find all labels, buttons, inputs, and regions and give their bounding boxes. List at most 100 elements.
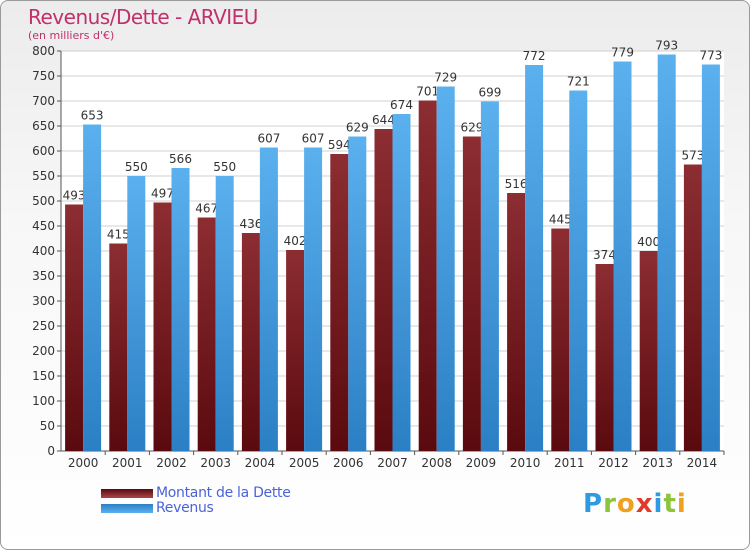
chart-subtitle: (en milliers d'€)	[28, 29, 115, 42]
y-tick-label: 50	[40, 419, 55, 433]
data-label-dette: 701	[416, 85, 439, 99]
bar-dette	[109, 243, 128, 451]
bar-dette	[551, 228, 570, 451]
x-tick-label: 2007	[377, 456, 408, 470]
y-tick-label: 450	[32, 219, 55, 233]
bar-revenus	[171, 168, 190, 451]
data-label-dette: 497	[151, 187, 174, 201]
y-tick-label: 650	[32, 119, 55, 133]
logo-letter: r	[603, 489, 617, 519]
y-tick-label: 550	[32, 169, 55, 183]
y-tick-label: 300	[32, 294, 55, 308]
bar-dette	[65, 204, 84, 451]
bar-revenus	[304, 147, 323, 451]
y-tick-label: 250	[32, 319, 55, 333]
bar-dette	[418, 100, 437, 451]
y-tick-label: 150	[32, 369, 55, 383]
data-label-dette: 644	[372, 113, 395, 127]
bar-dette	[197, 217, 216, 451]
data-label-revenus: 566	[169, 152, 192, 166]
bar-dette	[639, 251, 658, 451]
y-tick-label: 0	[47, 444, 55, 458]
data-label-revenus: 550	[213, 160, 236, 174]
data-label-revenus: 793	[655, 39, 678, 53]
logo-letter: i	[676, 489, 687, 519]
bar-revenus	[348, 136, 367, 451]
bar-dette	[374, 129, 393, 451]
data-label-dette: 493	[63, 189, 86, 203]
data-label-dette: 629	[460, 121, 483, 135]
x-tick-label: 2009	[466, 456, 497, 470]
bar-revenus	[569, 90, 588, 451]
bar-revenus	[480, 101, 499, 451]
y-tick-label: 350	[32, 269, 55, 283]
x-tick-label: 2006	[333, 456, 364, 470]
data-label-revenus: 550	[125, 160, 148, 174]
bar-revenus	[657, 54, 676, 451]
bar-revenus	[613, 61, 632, 451]
data-label-revenus: 674	[390, 98, 413, 112]
y-tick-label: 500	[32, 194, 55, 208]
data-label-revenus: 772	[523, 49, 546, 63]
data-label-revenus: 779	[611, 46, 634, 60]
data-label-revenus: 653	[81, 109, 104, 123]
logo-letter: o	[616, 489, 636, 519]
x-tick-label: 2001	[112, 456, 143, 470]
bar-revenus	[525, 65, 544, 451]
data-label-revenus: 699	[478, 86, 501, 100]
logo-letter: t	[663, 489, 677, 519]
bar-dette	[595, 264, 614, 451]
y-tick-label: 100	[32, 394, 55, 408]
y-tick-label: 750	[32, 69, 55, 83]
data-label-revenus: 729	[434, 71, 457, 85]
data-label-dette: 415	[107, 228, 130, 242]
data-label-revenus: 607	[257, 132, 280, 146]
legend-swatch-revenus	[101, 504, 153, 513]
y-tick-label: 200	[32, 344, 55, 358]
legend-label-revenus: Revenus	[156, 500, 214, 516]
bar-revenus	[392, 114, 411, 451]
data-label-dette: 374	[593, 248, 616, 262]
x-tick-label: 2005	[289, 456, 320, 470]
data-label-dette: 516	[505, 177, 528, 191]
logo-letter: i	[653, 489, 664, 519]
x-tick-label: 2002	[156, 456, 187, 470]
legend-swatch-dette	[101, 489, 153, 498]
data-label-revenus: 773	[699, 49, 722, 63]
x-tick-label: 2012	[598, 456, 629, 470]
bar-dette	[462, 136, 481, 451]
data-label-dette: 573	[681, 149, 704, 163]
data-label-revenus: 607	[302, 132, 325, 146]
data-label-dette: 436	[239, 217, 262, 231]
bar-dette	[153, 202, 172, 451]
bar-dette	[241, 233, 260, 451]
x-tick-label: 2010	[510, 456, 541, 470]
x-tick-label: 2004	[245, 456, 276, 470]
logo-letter: P	[583, 489, 604, 519]
bar-dette	[507, 193, 526, 451]
y-tick-label: 600	[32, 144, 55, 158]
bar-dette	[330, 154, 349, 451]
x-tick-label: 2000	[68, 456, 99, 470]
data-label-revenus: 629	[346, 121, 369, 135]
bar-revenus	[259, 147, 278, 451]
data-label-dette: 402	[284, 234, 307, 248]
x-tick-label: 2008	[421, 456, 452, 470]
bar-revenus	[215, 176, 234, 451]
bar-revenus	[83, 124, 102, 451]
chart-title: Revenus/Dette - ARVIEU	[28, 5, 258, 29]
bar-dette	[683, 164, 702, 451]
x-tick-label: 2013	[642, 456, 673, 470]
bar-revenus	[127, 176, 146, 451]
bar-revenus	[701, 64, 720, 451]
y-tick-label: 400	[32, 244, 55, 258]
data-label-dette: 467	[195, 202, 218, 216]
logo-letter: x	[635, 489, 654, 519]
y-tick-label: 700	[32, 94, 55, 108]
y-tick-label: 800	[32, 44, 55, 58]
legend-label-dette: Montant de la Dette	[156, 485, 291, 501]
x-tick-label: 2011	[554, 456, 585, 470]
data-label-revenus: 721	[567, 75, 590, 89]
